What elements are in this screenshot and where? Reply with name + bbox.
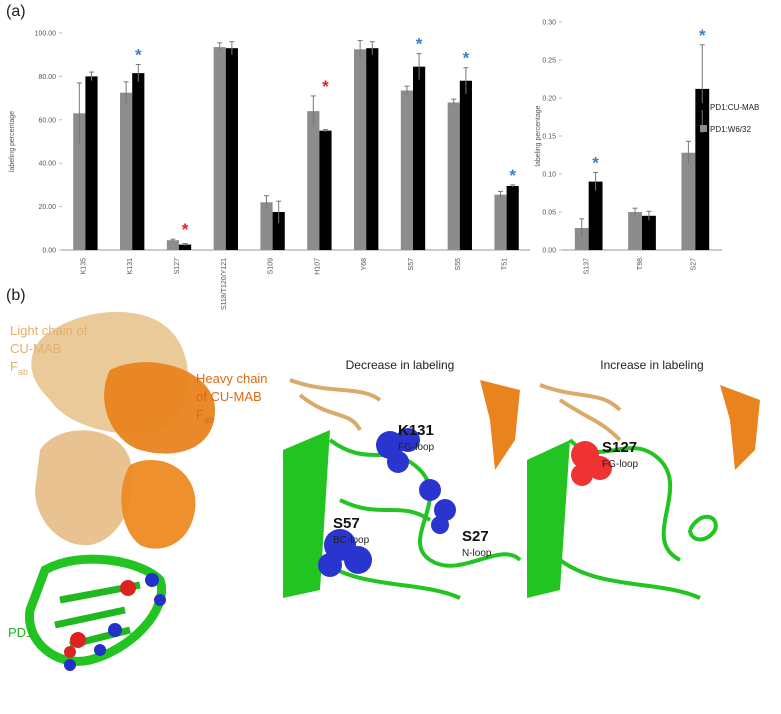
bar [494,194,507,250]
bar [642,215,656,250]
x-tick-label: Y68 [361,258,368,271]
bar [166,240,179,250]
significance-star: * [182,220,189,239]
residue-label: S27 [462,528,489,545]
panel-title: Increase in labeling [600,358,703,372]
x-tick-label: S27 [690,258,697,271]
y-axis-label: labeling percentage [535,105,542,166]
bar [459,80,472,251]
pd1-label: PD1 [8,625,33,640]
x-tick-label: S118/T120/Y121 [221,258,228,310]
bar [681,152,696,250]
bar [366,48,379,250]
significance-star: * [509,166,516,185]
x-tick-label: S55 [455,258,462,271]
significance-star: * [322,77,329,96]
legend-swatch [700,103,707,110]
legend-label: PD1:W6/32 [710,125,751,134]
x-tick-label: H107 [314,258,321,275]
y-tick-label: 60.00 [38,117,56,124]
bar [213,47,226,251]
residue-label: S57 [333,515,360,532]
panel-label: (a) [6,3,26,20]
panel-title: Decrease in labeling [346,358,455,372]
bar [574,227,589,250]
y-tick-label: 0.20 [542,96,556,103]
bar [132,73,145,251]
bar [307,111,320,251]
x-tick-label: S109 [268,258,275,274]
significance-star: * [592,153,599,172]
bar [260,202,273,250]
bar [354,49,367,251]
x-tick-label: T51 [502,258,509,270]
x-tick-label: K131 [127,258,134,274]
x-tick-label: T98 [637,258,644,270]
bar [179,244,192,250]
legend-swatch [700,125,707,132]
bar [506,185,519,250]
bar [447,102,460,250]
loop-label: FG-loop [602,459,639,470]
loop-label: N-loop [462,548,492,559]
structure-overview [24,311,215,671]
x-tick-label: S137 [584,258,591,274]
loop-label: BC-loop [333,535,370,546]
y-tick-label: 0.00 [42,248,56,255]
y-tick-label: 80.00 [38,74,56,81]
significance-star: * [416,35,423,54]
structure-increase [527,376,779,600]
y-tick-label: 0.10 [542,172,556,179]
significance-star: * [699,26,706,45]
structure-decrease [283,376,523,600]
residue-label: K131 [398,422,434,439]
heavy-chain-label: Heavy chain of CU-MAB Fab [196,371,268,425]
bar [73,113,86,250]
bar [588,181,603,250]
legend-label: PD1:CU-MAB [710,103,759,112]
bar [85,76,98,251]
y-tick-label: 40.00 [38,161,56,168]
bar [319,130,332,250]
y-tick-label: 0.00 [542,248,556,255]
bar [413,66,426,250]
y-tick-label: 20.00 [38,204,56,211]
y-tick-label: 100.00 [35,31,57,38]
bar [225,48,238,250]
residue-label: S127 [602,439,637,456]
panel-label: (b) [6,287,26,304]
y-tick-label: 0.15 [542,134,556,141]
light-chain-label: Light chain of CU-MAB Fab [10,323,88,377]
bar [628,212,642,250]
loop-label: FG-loop [398,442,435,453]
x-tick-label: S127 [174,258,181,274]
y-tick-label: 0.30 [542,20,556,27]
significance-star: * [463,49,470,68]
x-tick-label: K135 [80,258,87,274]
y-tick-label: 0.05 [542,210,556,217]
bar [120,92,133,250]
bar [400,90,413,250]
x-tick-label: S57 [408,258,415,271]
bar [272,212,285,250]
y-tick-label: 0.25 [542,58,556,65]
significance-star: * [135,45,142,64]
y-axis-label: labeling percentage [9,111,16,172]
